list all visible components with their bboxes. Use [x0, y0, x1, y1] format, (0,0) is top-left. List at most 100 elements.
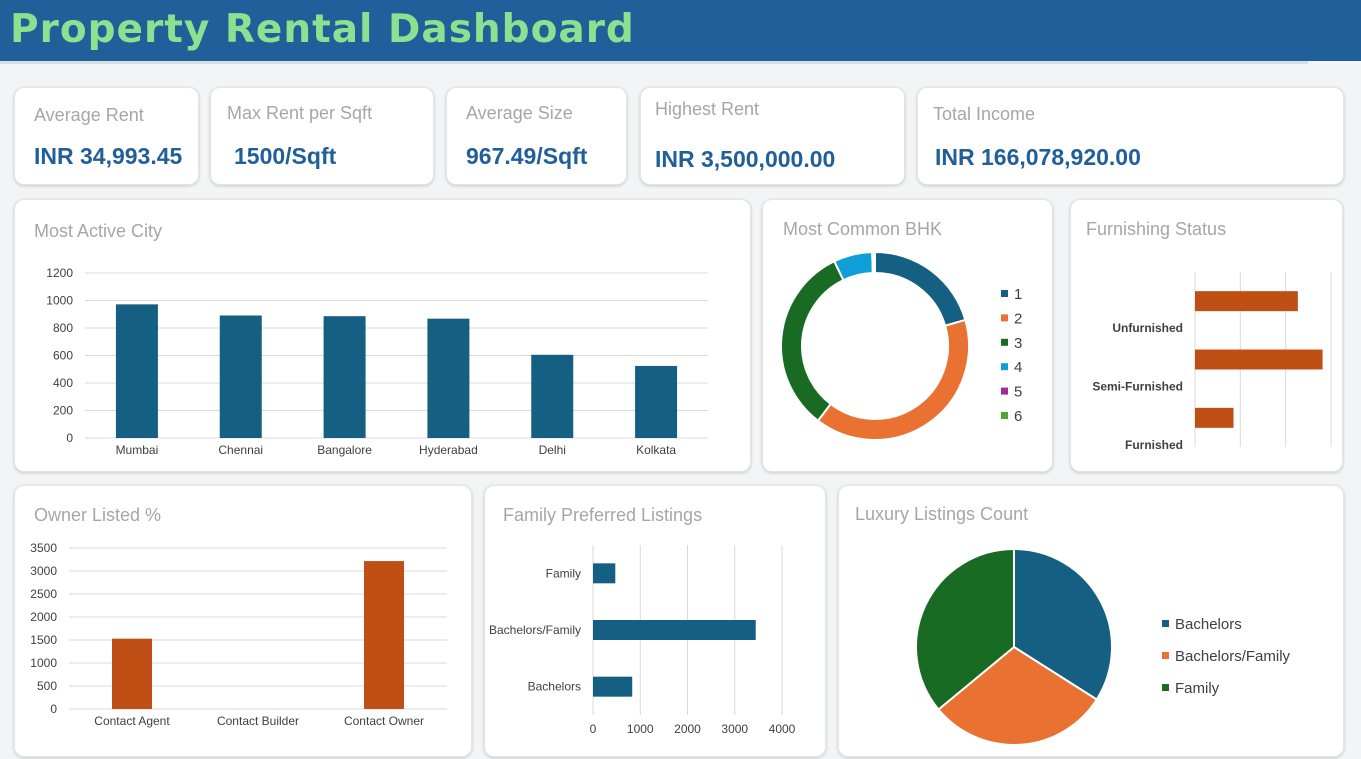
pie-slice — [937, 645, 1099, 746]
kpi-value: 1500/Sqft — [234, 143, 337, 169]
y-tick-label: Unfurnished — [1112, 321, 1183, 335]
legend-label: Bachelors — [1175, 616, 1242, 633]
legend-label: 2 — [1014, 310, 1022, 327]
bar — [1195, 407, 1234, 428]
panel-title: Family Preferred Listings — [503, 505, 703, 525]
bar — [115, 304, 158, 438]
y-tick-label: Semi-Furnished — [1092, 380, 1183, 394]
legend-swatch — [1001, 387, 1008, 395]
bar — [531, 354, 574, 438]
y-tick-label: 2500 — [30, 587, 57, 601]
bar — [1195, 291, 1298, 312]
legend-label: 1 — [1014, 286, 1022, 303]
y-tick-label: Family — [546, 566, 581, 580]
family-preferred-chart: 0 1000 2000 3000 4000 Family Bachelors/Family B… — [489, 545, 796, 736]
kpi-label: Max Rent per Sqft — [227, 103, 373, 123]
owner-listed-chart: 0 500 1000 1500 2000 2500 3000 3500 Contact Agen… — [30, 541, 447, 728]
bar — [593, 620, 756, 640]
family-preferred-panel: Family Preferred Listings 0 1000 2000 3000 4… — [484, 485, 826, 757]
kpi-card-average-size: Average Size 967.49/Sqft — [446, 87, 627, 185]
y-tick-label: 2000 — [30, 610, 57, 624]
kpi-value: INR 34,993.45 — [34, 143, 183, 169]
kpi-label: Total Income — [933, 104, 1036, 124]
y-tick-label: 3000 — [30, 564, 57, 578]
legend-label: Family — [1175, 680, 1220, 697]
legend-label: Bachelors/Family — [1175, 648, 1291, 665]
y-tick-label: 0 — [66, 431, 73, 445]
legend-label: 5 — [1014, 384, 1022, 401]
x-tick-label: Chennai — [218, 443, 263, 457]
x-tick-label: Delhi — [539, 443, 566, 457]
luxury-listings-chart: Bachelors Bachelors/Family Family — [915, 547, 1291, 746]
x-tick-label: 3000 — [721, 722, 748, 736]
pie-slice — [873, 250, 876, 275]
furnishing-status-chart: Unfurnished Semi-Furnished Furnished — [1092, 272, 1332, 452]
kpi-label: Highest Rent — [655, 99, 760, 119]
kpi-value: INR 166,078,920.00 — [935, 144, 1141, 170]
legend-swatch — [1162, 652, 1169, 659]
kpi-card-total-income: Total Income INR 166,078,920.00 — [917, 87, 1344, 185]
kpi-card-highest-rent: Highest Rent INR 3,500,000.00 — [640, 87, 905, 185]
panel-title: Luxury Listings Count — [855, 504, 1029, 524]
x-tick-label: Mumbai — [116, 443, 159, 457]
y-tick-label: 1200 — [46, 266, 73, 280]
bar — [593, 563, 616, 584]
pie-slice — [874, 250, 967, 328]
bar — [323, 316, 366, 438]
legend-swatch — [1001, 363, 1008, 371]
y-tick-label: 1000 — [46, 294, 73, 308]
legend-swatch — [1001, 338, 1008, 346]
kpi-value: 967.49/Sqft — [466, 143, 588, 169]
kpi-card-max-rent-per-sqft: Max Rent per Sqft 1500/Sqft — [210, 87, 434, 185]
luxury-listings-panel: Luxury Listings Count Bachelors Bachelors… — [838, 485, 1344, 757]
x-tick-label: 1000 — [627, 722, 654, 736]
header-divider — [0, 61, 1308, 64]
y-tick-label: Bachelors — [528, 680, 581, 694]
kpi-value: INR 3,500,000.00 — [655, 146, 836, 172]
y-tick-label: 400 — [53, 376, 73, 390]
kpi-label: Average Rent — [34, 105, 144, 125]
panel-title: Most Active City — [34, 221, 163, 241]
furnishing-status-panel: Furnishing Status Unfurnished Semi-Furnis… — [1070, 199, 1343, 472]
legend-swatch — [1162, 620, 1169, 627]
owner-listed-panel: Owner Listed % 0 500 1000 1500 2000 2500 3000 3… — [14, 485, 472, 757]
y-tick-label: 0 — [50, 702, 57, 716]
y-tick-label: 500 — [37, 679, 57, 693]
legend-swatch — [1001, 290, 1008, 297]
pie-slice — [780, 259, 845, 423]
most-active-city-chart: 0 200 400 600 800 1000 1200 Mumbai Chennai Bangal… — [46, 266, 708, 457]
bar — [593, 676, 633, 697]
x-tick-label: Contact Builder — [217, 714, 299, 728]
y-tick-label: 200 — [53, 404, 73, 418]
bar — [635, 365, 678, 438]
pie-slice — [816, 318, 970, 441]
most-active-city-panel: Most Active City 0 200 400 600 800 1000 1200 Mu… — [14, 199, 751, 472]
y-tick-label: 600 — [53, 349, 73, 363]
y-tick-label: 800 — [53, 321, 73, 335]
y-tick-label: 1500 — [30, 633, 57, 647]
y-tick-label: Bachelors/Family — [489, 623, 581, 637]
bar — [364, 561, 404, 709]
pie-slice — [915, 547, 1015, 711]
x-tick-label: Contact Owner — [344, 714, 424, 728]
x-tick-label: Hyderabad — [419, 443, 478, 457]
legend-label: 4 — [1014, 359, 1022, 376]
bar — [1195, 349, 1323, 370]
legend-label: 3 — [1014, 335, 1022, 352]
x-tick-label: 2000 — [674, 722, 701, 736]
legend-swatch — [1162, 684, 1169, 691]
bar — [219, 315, 262, 438]
legend-swatch — [1001, 314, 1008, 322]
panel-title: Furnishing Status — [1086, 219, 1227, 239]
kpi-card-average-rent: Average Rent INR 34,993.45 — [14, 87, 199, 185]
bar — [427, 318, 470, 438]
y-tick-label: 1000 — [30, 656, 57, 670]
y-tick-label: 3500 — [30, 541, 57, 555]
panel-title: Owner Listed % — [34, 505, 162, 525]
most-common-bhk-chart: 1 2 3 4 5 6 — [780, 250, 1022, 441]
dashboard-title: Property Rental Dashboard — [10, 7, 635, 52]
x-tick-label: Contact Agent — [94, 714, 170, 728]
most-common-bhk-panel: Most Common BHK 1 2 3 4 5 6 — [762, 199, 1053, 472]
x-tick-label: Kolkata — [636, 443, 676, 457]
legend-swatch — [1001, 412, 1008, 419]
